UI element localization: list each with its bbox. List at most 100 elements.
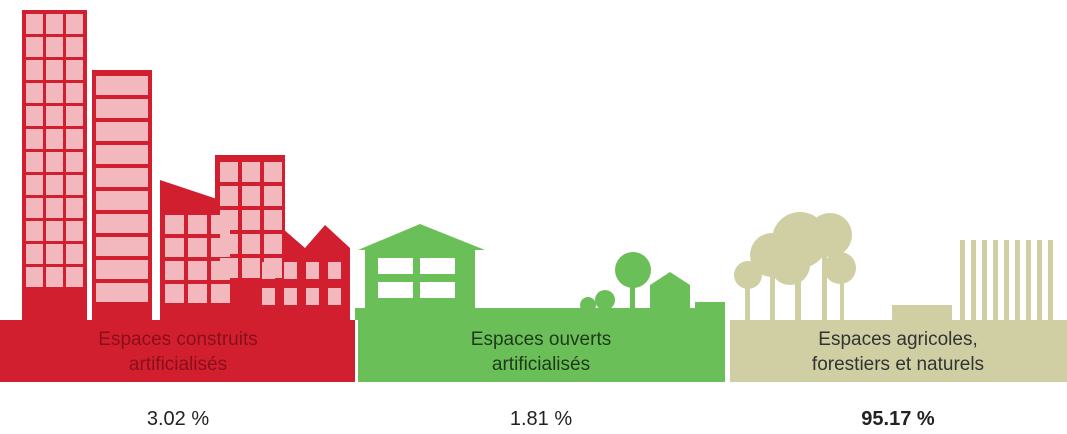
shape xyxy=(96,214,148,233)
shape xyxy=(66,267,83,287)
shape xyxy=(66,37,83,57)
shape xyxy=(66,244,83,264)
shape xyxy=(96,122,148,141)
shape xyxy=(1004,240,1009,320)
shape xyxy=(96,283,148,302)
shape xyxy=(993,240,998,320)
shape xyxy=(46,267,63,287)
shape xyxy=(306,262,319,279)
shape xyxy=(46,129,63,149)
shape xyxy=(66,152,83,172)
shape xyxy=(284,262,297,279)
open-space-illustration xyxy=(355,224,725,320)
shape xyxy=(220,210,238,230)
shape xyxy=(46,152,63,172)
shape xyxy=(1037,240,1042,320)
shape xyxy=(188,261,207,280)
shape xyxy=(66,106,83,126)
shape xyxy=(66,221,83,241)
shape xyxy=(26,198,43,218)
shape xyxy=(1048,240,1053,320)
windows xyxy=(26,14,341,305)
shape xyxy=(328,288,341,305)
shape xyxy=(46,175,63,195)
shape xyxy=(328,262,341,279)
percentage: 3.02 % xyxy=(147,408,209,430)
shape xyxy=(96,237,148,256)
label: artificialisés xyxy=(129,354,227,375)
shape xyxy=(66,198,83,218)
shape xyxy=(26,152,43,172)
natural-band xyxy=(730,320,1067,382)
shape xyxy=(220,186,238,206)
shape xyxy=(264,186,282,206)
shape xyxy=(242,210,260,230)
shape xyxy=(165,215,184,234)
shape xyxy=(96,191,148,210)
shape xyxy=(165,261,184,280)
shape xyxy=(264,162,282,182)
shape xyxy=(26,244,43,264)
shape xyxy=(220,162,238,182)
shape xyxy=(982,240,987,320)
shape xyxy=(46,37,63,57)
shape xyxy=(66,14,83,34)
shape xyxy=(96,145,148,164)
shape xyxy=(262,262,275,279)
shape xyxy=(46,83,63,103)
shape xyxy=(46,106,63,126)
shape xyxy=(306,288,319,305)
shape xyxy=(264,234,282,254)
shape xyxy=(220,234,238,254)
label: Espaces ouverts xyxy=(471,329,611,350)
label: artificialisés xyxy=(492,354,590,375)
shape xyxy=(26,129,43,149)
shape xyxy=(46,244,63,264)
shape xyxy=(66,60,83,80)
shape xyxy=(242,186,260,206)
shape xyxy=(46,60,63,80)
shape xyxy=(971,240,976,320)
shape xyxy=(26,175,43,195)
percentage: 1.81 % xyxy=(510,408,572,430)
shape xyxy=(66,175,83,195)
shape xyxy=(46,14,63,34)
percentage: 95.17 % xyxy=(861,408,935,430)
natural-illustration xyxy=(734,212,1053,320)
shape xyxy=(96,76,148,95)
shape xyxy=(211,284,230,303)
shape xyxy=(262,288,275,305)
label: Espaces agricoles, xyxy=(818,329,977,350)
shape xyxy=(26,14,43,34)
built-band xyxy=(0,320,355,382)
shape xyxy=(26,83,43,103)
shape xyxy=(242,258,260,278)
shape xyxy=(46,198,63,218)
shape xyxy=(96,260,148,279)
shape xyxy=(26,37,43,57)
shape xyxy=(66,129,83,149)
shape xyxy=(165,284,184,303)
shape xyxy=(96,168,148,187)
shape xyxy=(188,284,207,303)
shape xyxy=(188,215,207,234)
shape xyxy=(242,234,260,254)
shape xyxy=(1015,240,1020,320)
shape xyxy=(26,60,43,80)
shape xyxy=(26,221,43,241)
shape xyxy=(188,238,207,257)
shape xyxy=(46,221,63,241)
shape xyxy=(264,210,282,230)
shape xyxy=(26,267,43,287)
label: Espaces construits xyxy=(98,329,257,350)
shape xyxy=(220,258,238,278)
shape xyxy=(960,240,965,320)
shape xyxy=(26,106,43,126)
open-band xyxy=(358,320,725,382)
shape xyxy=(96,99,148,118)
shape xyxy=(242,162,260,182)
label: forestiers et naturels xyxy=(812,354,984,375)
shape xyxy=(1026,240,1031,320)
shape xyxy=(165,238,184,257)
